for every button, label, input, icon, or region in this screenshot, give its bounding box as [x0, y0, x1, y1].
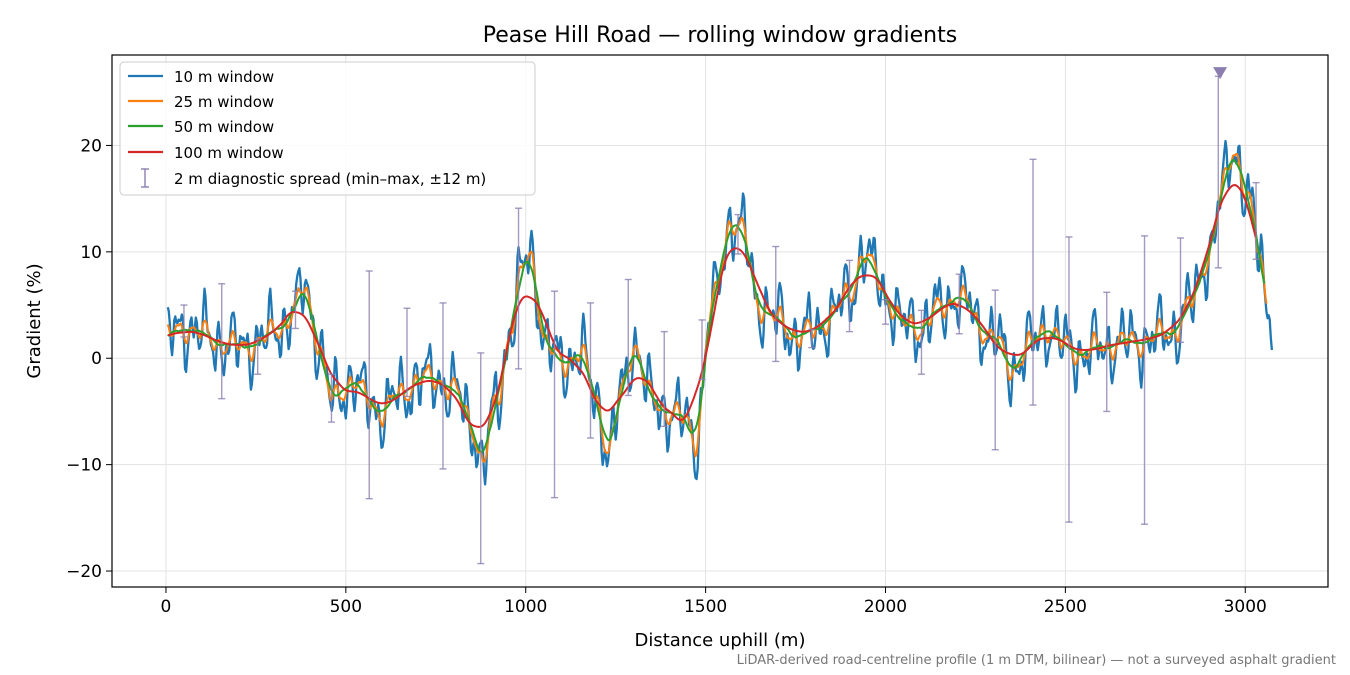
clipped-marker	[1213, 67, 1228, 80]
spread-errorbar	[917, 309, 925, 375]
spread-errorbar	[955, 273, 963, 335]
legend: 10 m window 25 m window 50 m window 100 …	[119, 61, 536, 196]
y-tick-label: 10	[80, 243, 102, 263]
legend-label-10m: 10 m window	[174, 68, 274, 86]
x-tick-label: 1000	[504, 597, 547, 617]
chart-title: Pease Hill Road — rolling window gradien…	[483, 23, 957, 48]
spread-errorbar	[218, 283, 226, 400]
y-axis-label: Gradient (%)	[24, 263, 45, 378]
spread-errorbar	[551, 290, 559, 499]
series-line-w10	[166, 139, 1274, 486]
spread-errorbar	[1176, 237, 1184, 343]
spread-errorbar	[734, 213, 742, 255]
spread-errorbar	[881, 299, 889, 325]
axis-ticks: 0 500 1000 1500 2000 2500 3000 −20 −10 0 10 20	[66, 136, 1267, 617]
spread-errorbar	[991, 289, 999, 451]
spread-errorbar	[586, 302, 594, 439]
spread-errorbar	[180, 304, 188, 338]
y-tick-label: 20	[80, 136, 102, 156]
x-tick-label: 2000	[864, 597, 907, 617]
spread-errorbar	[515, 207, 523, 370]
spread-errorbar	[327, 373, 335, 423]
spread-errorbar	[772, 245, 780, 363]
spread-errorbar	[365, 270, 373, 500]
x-axis-label: Distance uphill (m)	[635, 630, 806, 651]
legend-label-50m: 50 m window	[174, 118, 274, 136]
x-tick-label: 1500	[684, 597, 727, 617]
legend-label-100m: 100 m window	[174, 144, 284, 162]
spread-errorbar	[477, 352, 485, 565]
y-tick-label: −10	[66, 456, 102, 476]
spread-errorbar	[846, 259, 854, 333]
spread-errorbar	[1252, 181, 1260, 260]
spread-errorbar	[624, 278, 632, 397]
spread-errorbar	[254, 338, 262, 375]
series-line-w100	[167, 184, 1257, 428]
spread-errorbar	[808, 328, 816, 349]
footnote: LiDAR-derived road-centreline profile (1…	[737, 653, 1336, 668]
spread-errorbar	[291, 290, 299, 330]
legend-box	[119, 61, 536, 196]
spread-errorbar	[439, 302, 447, 470]
spread-errorbar	[1065, 236, 1073, 523]
spread-errorbar	[1029, 158, 1037, 406]
x-tick-label: 500	[330, 597, 362, 617]
spread-errorbar	[403, 307, 411, 398]
spread-errorbar	[1141, 235, 1149, 525]
legend-swatch-spread	[141, 168, 149, 188]
y-tick-label: 0	[91, 349, 102, 369]
spread-errorbar	[698, 319, 706, 381]
spread-errorbar	[1103, 291, 1111, 413]
x-tick-label: 2500	[1044, 597, 1087, 617]
legend-label-25m: 25 m window	[174, 93, 274, 111]
x-tick-label: 0	[161, 597, 172, 617]
axes-frame	[111, 54, 1329, 588]
spread-errorbar	[660, 330, 668, 428]
legend-label-spread: 2 m diagnostic spread (min–max, ±12 m)	[174, 170, 486, 188]
y-tick-label: −20	[66, 562, 102, 582]
plot-area	[166, 67, 1274, 565]
series-line-w50	[167, 159, 1266, 453]
x-tick-label: 3000	[1224, 597, 1267, 617]
